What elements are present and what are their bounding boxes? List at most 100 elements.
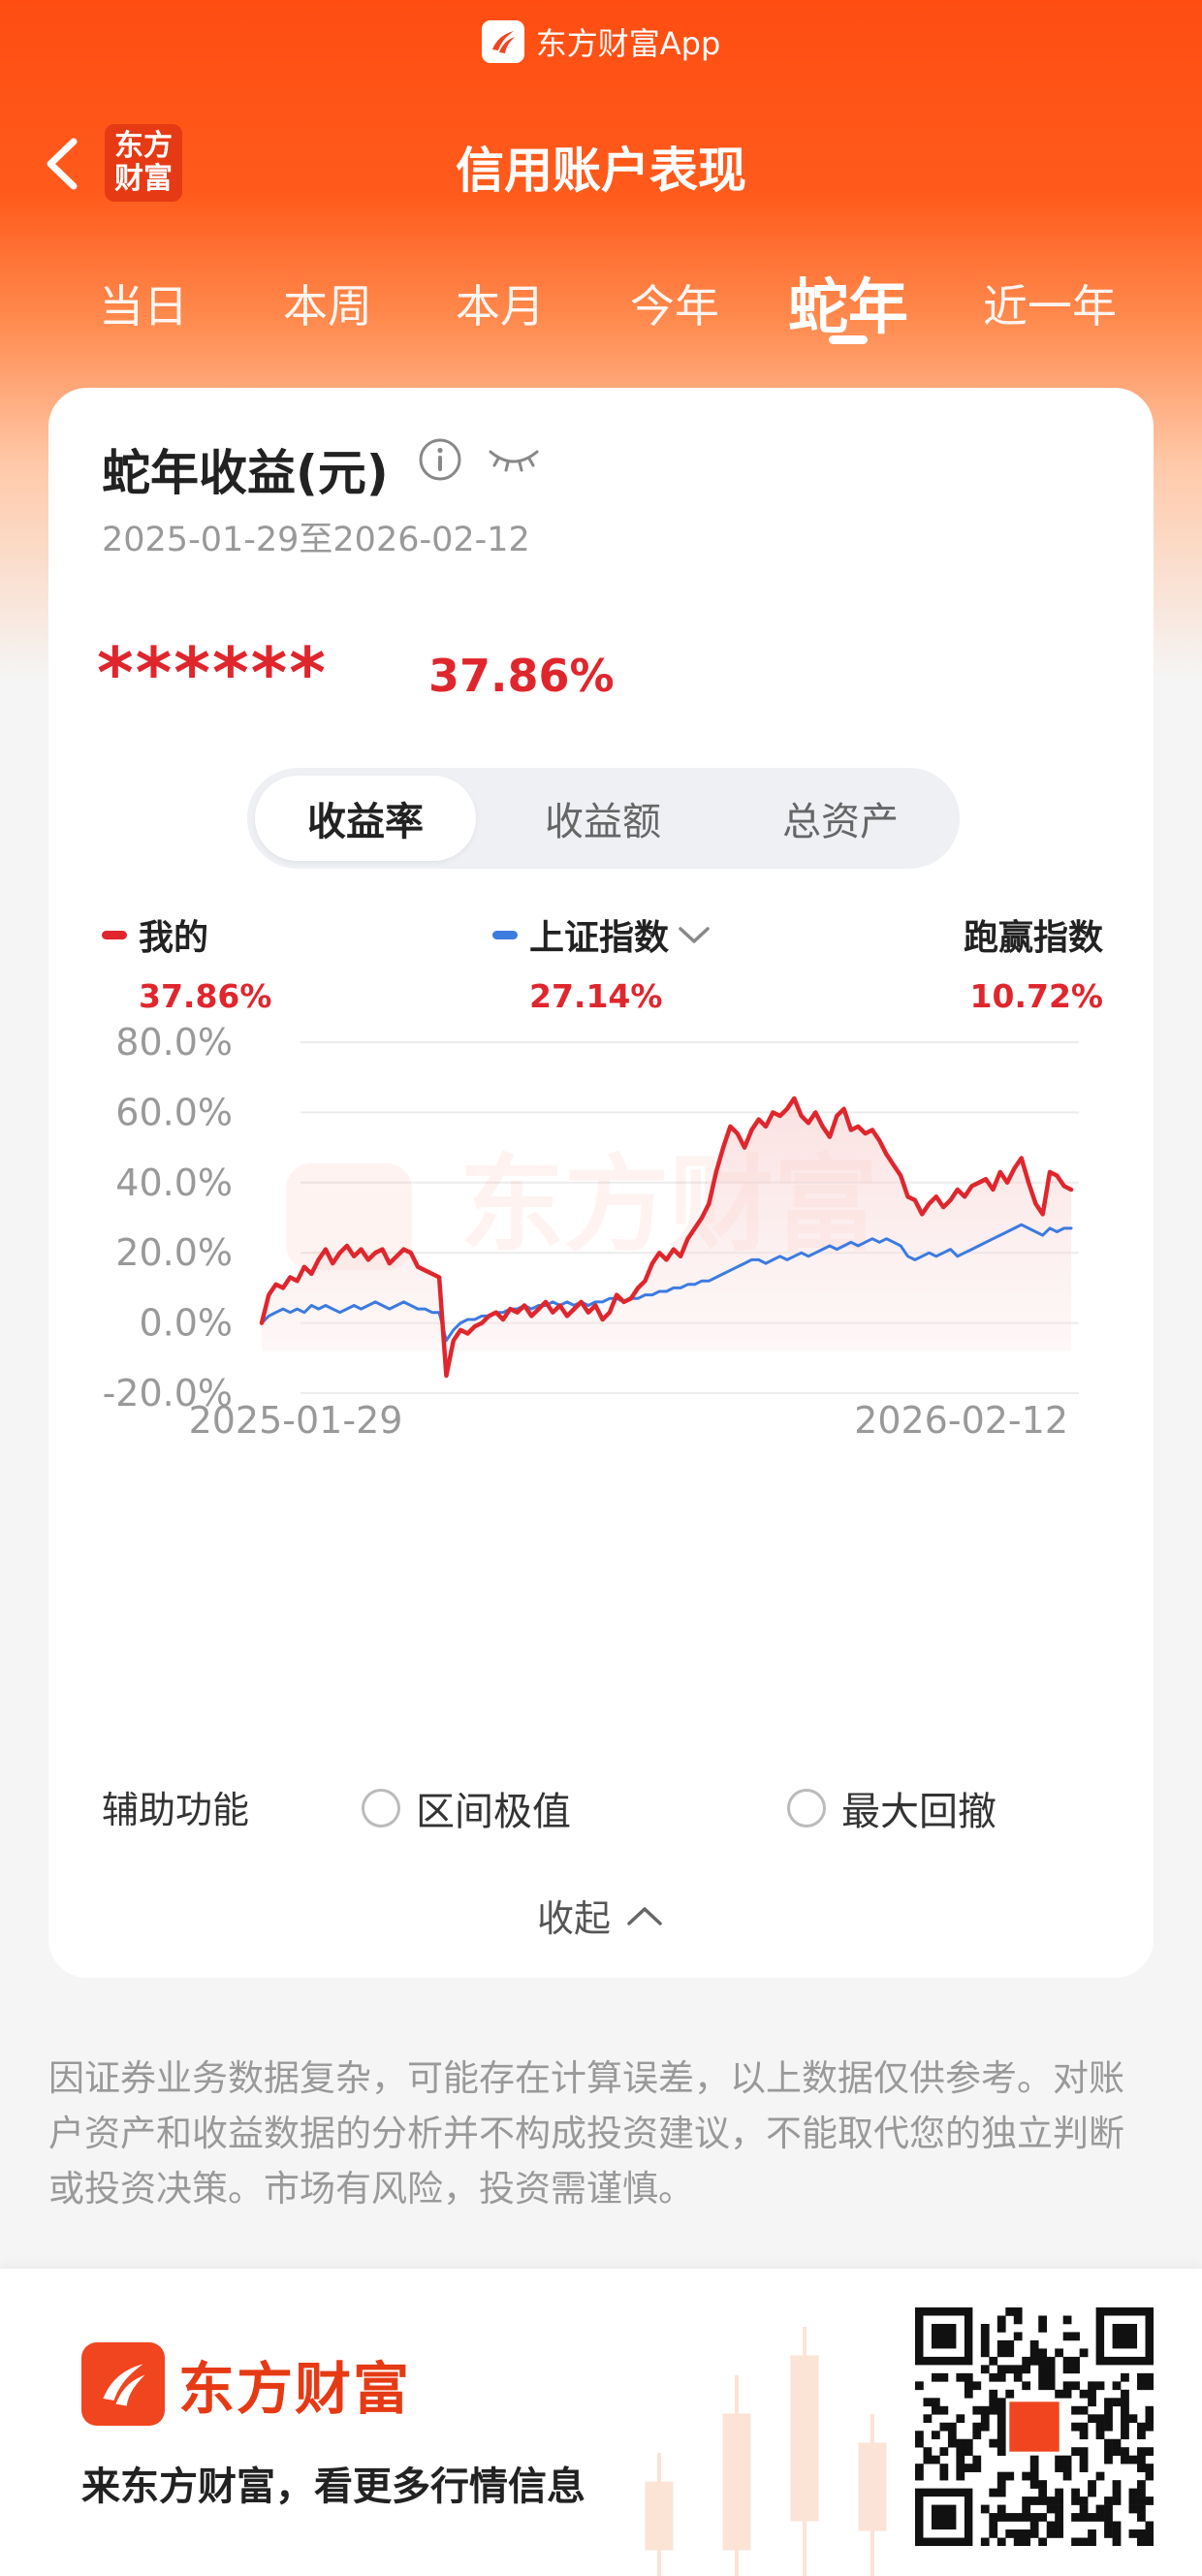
qr-module [1145, 2414, 1154, 2424]
tab-last-year[interactable]: 近一年 [983, 280, 1117, 333]
qr-module [996, 2339, 1006, 2349]
qr-module [1112, 2529, 1122, 2538]
y-tick-label: -20.0% [103, 1372, 233, 1415]
qr-module [1038, 2323, 1048, 2333]
qr-module [1029, 2496, 1039, 2505]
qr-module [1121, 2372, 1129, 2382]
qr-module [915, 2464, 924, 2472]
qr-module [1046, 2356, 1056, 2366]
qr-finder [931, 2504, 957, 2530]
qr-module [989, 2513, 998, 2522]
qr-module [1104, 2513, 1113, 2522]
qr-module [964, 2372, 973, 2382]
qr-module [1055, 2389, 1063, 2399]
active-tab-indicator [829, 335, 868, 344]
qr-module [1137, 2496, 1146, 2505]
qr-module [956, 2438, 965, 2448]
qr-module [923, 2398, 933, 2407]
qr-module [1121, 2389, 1129, 2399]
qr-module [1137, 2381, 1146, 2391]
qr-module [947, 2431, 957, 2440]
radio-circle-icon[interactable] [362, 1789, 400, 1828]
qr-module [996, 2504, 1006, 2514]
collapse-button[interactable]: 收起 [48, 1889, 1154, 1942]
qr-module [996, 2480, 1006, 2489]
qr-module [1088, 2488, 1096, 2497]
qr-module [1055, 2496, 1063, 2505]
qr-module [1088, 2381, 1096, 2391]
radio-range-extremes[interactable]: 区间极值 [362, 1780, 571, 1836]
qr-module [1079, 2496, 1089, 2505]
qr-module [1137, 2372, 1146, 2382]
radio-circle-icon[interactable] [787, 1789, 826, 1828]
qr-module [1121, 2422, 1129, 2432]
qr-module [1005, 2471, 1015, 2481]
qr-module [1005, 2389, 1015, 2399]
qr-module [923, 2455, 933, 2465]
back-arrow-icon[interactable] [39, 132, 87, 196]
qr-module [996, 2431, 1006, 2440]
qr-module [939, 2471, 949, 2481]
segment-total-assets[interactable]: 总资产 [782, 800, 899, 844]
qr-module [1005, 2339, 1015, 2349]
qr-module [996, 2365, 1006, 2374]
qr-module [1029, 2529, 1039, 2538]
qr-module [1005, 2348, 1015, 2358]
return-rate: 37.86% [428, 650, 615, 702]
qr-module [1104, 2496, 1113, 2505]
qr-module [956, 2464, 965, 2472]
qr-module [1079, 2431, 1089, 2440]
qr-module [1071, 2447, 1080, 2456]
qr-module [1137, 2422, 1146, 2432]
qr-module [1088, 2529, 1096, 2538]
qr-module [923, 2447, 933, 2456]
qr-module [1038, 2513, 1048, 2522]
legend-index-value: 27.14% [529, 977, 663, 1015]
qr-module [1055, 2529, 1063, 2538]
qr-module [1088, 2389, 1096, 2399]
returns-line-chart[interactable]: 80.0%60.0%40.0%20.0%0.0%-20.0%东方财富2025-0… [48, 1008, 1154, 1745]
qr-module [1062, 2315, 1072, 2325]
qr-module [1071, 2513, 1080, 2522]
segment-return-rate[interactable]: 收益率 [255, 776, 476, 861]
qr-module [1137, 2513, 1146, 2522]
qr-module [1055, 2521, 1063, 2530]
qr-module [931, 2431, 940, 2440]
info-icon[interactable] [417, 436, 463, 483]
qr-module [989, 2356, 998, 2366]
tab-snake-year[interactable]: 蛇年 [787, 271, 909, 342]
tab-this-year[interactable]: 今年 [630, 280, 719, 333]
chevron-down-icon[interactable] [675, 920, 713, 949]
qr-module [1005, 2513, 1015, 2522]
qr-module [1104, 2521, 1113, 2530]
qr-module [989, 2405, 998, 2415]
qr-module [939, 2372, 949, 2382]
tab-this-week[interactable]: 本周 [283, 280, 372, 333]
metric-segmented-control: 收益率 收益额 总资产 [247, 768, 960, 869]
qr-module [980, 2323, 990, 2333]
qr-module [996, 2471, 1006, 2481]
qr-module [989, 2521, 998, 2530]
tab-today[interactable]: 当日 [99, 280, 188, 333]
radio-max-drawdown[interactable]: 最大回撤 [787, 1780, 996, 1836]
qr-module [915, 2431, 924, 2440]
aux-functions-label: 辅助功能 [102, 1789, 250, 1831]
qr-module [972, 2422, 982, 2432]
segment-return-amount[interactable]: 收益额 [545, 800, 661, 844]
qr-module [989, 2398, 998, 2407]
qr-module [989, 2438, 998, 2448]
qr-module [980, 2332, 990, 2341]
qr-module [956, 2471, 965, 2481]
qr-module [1029, 2480, 1039, 2489]
eastmoney-header-logo: 东方 财富 [105, 124, 182, 202]
legend-index[interactable]: 上证指数 27.14% [492, 909, 713, 1015]
card-title: 蛇年收益(元) [102, 445, 389, 501]
hide-amount-eye-icon[interactable] [487, 438, 541, 477]
tab-this-month[interactable]: 本月 [456, 280, 545, 333]
qr-module [1062, 2389, 1072, 2399]
qr-module [939, 2447, 949, 2456]
qr-module [1112, 2381, 1122, 2391]
chevron-up-icon [627, 1906, 662, 1925]
qr-module [1038, 2496, 1048, 2505]
qr-module [1145, 2405, 1154, 2415]
